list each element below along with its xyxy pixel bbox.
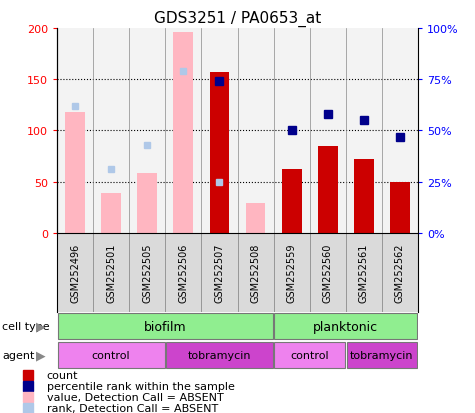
Text: planktonic: planktonic (313, 320, 379, 333)
Text: percentile rank within the sample: percentile rank within the sample (47, 381, 235, 391)
Bar (310, 29, 346, 233)
Text: value, Detection Call = ABSENT: value, Detection Call = ABSENT (47, 392, 224, 402)
Bar (346, 233, 382, 312)
Text: GSM252505: GSM252505 (142, 243, 152, 302)
FancyBboxPatch shape (275, 313, 417, 339)
Bar (93, 29, 129, 233)
FancyBboxPatch shape (166, 342, 273, 368)
Bar (282, 170, 302, 233)
Bar (382, 233, 418, 312)
Bar (346, 29, 382, 233)
Text: GSM252561: GSM252561 (359, 243, 369, 302)
Bar (390, 182, 410, 233)
Bar (65, 113, 85, 233)
Text: ▶: ▶ (36, 320, 45, 333)
Text: GDS3251 / PA0653_at: GDS3251 / PA0653_at (154, 10, 321, 26)
Bar (57, 29, 93, 233)
Text: tobramycin: tobramycin (188, 350, 251, 360)
Bar (129, 29, 165, 233)
Text: GSM252506: GSM252506 (178, 243, 189, 302)
Bar (354, 160, 374, 233)
Text: GSM252560: GSM252560 (323, 243, 333, 302)
Text: GSM252508: GSM252508 (250, 243, 261, 302)
Text: cell type: cell type (2, 321, 50, 331)
Text: rank, Detection Call = ABSENT: rank, Detection Call = ABSENT (47, 403, 218, 413)
Text: control: control (92, 350, 131, 360)
Bar (129, 233, 165, 312)
Bar (238, 29, 274, 233)
Bar (201, 29, 238, 233)
Bar (382, 29, 418, 233)
Text: agent: agent (2, 350, 35, 360)
Bar (310, 233, 346, 312)
FancyBboxPatch shape (347, 342, 417, 368)
Bar (201, 233, 238, 312)
Text: ▶: ▶ (36, 349, 45, 362)
Text: GSM252559: GSM252559 (286, 243, 297, 302)
Text: GSM252562: GSM252562 (395, 243, 405, 302)
Bar (274, 29, 310, 233)
FancyBboxPatch shape (58, 342, 164, 368)
Text: GSM252496: GSM252496 (70, 243, 80, 302)
Text: count: count (47, 370, 78, 380)
FancyBboxPatch shape (58, 313, 273, 339)
Bar (93, 233, 129, 312)
Bar (209, 73, 229, 233)
Bar (246, 204, 266, 233)
Bar (57, 233, 93, 312)
Bar (274, 233, 310, 312)
Bar (173, 33, 193, 233)
Bar (137, 174, 157, 233)
Bar (165, 29, 201, 233)
FancyBboxPatch shape (275, 342, 345, 368)
Bar (101, 193, 121, 233)
Bar (238, 233, 274, 312)
Text: GSM252501: GSM252501 (106, 243, 116, 302)
Text: control: control (290, 350, 329, 360)
Text: tobramycin: tobramycin (350, 350, 414, 360)
Bar (165, 233, 201, 312)
Text: biofilm: biofilm (144, 320, 187, 333)
Text: GSM252507: GSM252507 (214, 243, 225, 302)
Bar (318, 147, 338, 233)
